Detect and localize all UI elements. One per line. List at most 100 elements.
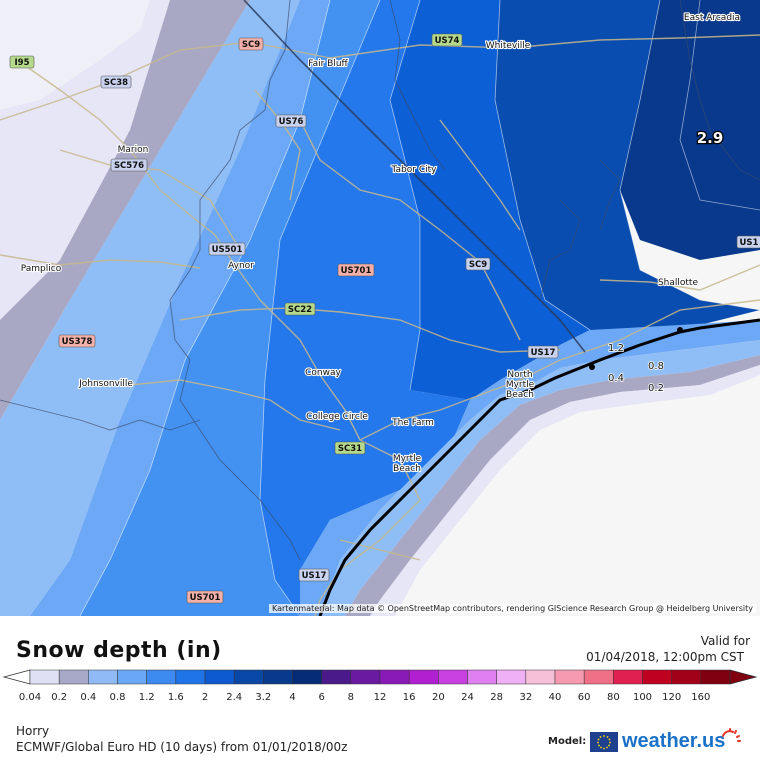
- scale-label: 28: [490, 692, 503, 703]
- place-label: The Farm: [391, 418, 434, 428]
- svg-text:SC22: SC22: [288, 305, 312, 315]
- place-label: Beach: [506, 390, 534, 400]
- scale-swatch: [554, 669, 585, 685]
- road-shield: US378: [58, 334, 96, 348]
- scale-swatch: [58, 669, 89, 685]
- legend-title: Snow depth (in): [16, 638, 222, 663]
- scale-label: 16: [403, 692, 416, 703]
- svg-text:US378: US378: [62, 337, 93, 347]
- weather-us-logo[interactable]: weather.us: [622, 730, 726, 752]
- place-label: North: [507, 370, 532, 380]
- scale-label: 0.04: [19, 692, 41, 703]
- scale-label: 24: [461, 692, 474, 703]
- scale-label: 20: [432, 692, 445, 703]
- scale-label: 1.2: [139, 692, 155, 703]
- svg-text:SC9: SC9: [242, 40, 260, 50]
- road-shield: SC38: [100, 75, 132, 89]
- map-attribution: Kartenmaterial: Map data © OpenStreetMap…: [268, 604, 756, 613]
- scale-label: 40: [549, 692, 562, 703]
- scale-label: 32: [519, 692, 532, 703]
- scale-swatch: [671, 669, 702, 685]
- scale-swatch: [29, 669, 60, 685]
- scale-swatch: [496, 669, 527, 685]
- scale-swatch: [146, 669, 177, 685]
- road-shield: SC9: [238, 37, 264, 51]
- road-shield: SC31: [334, 441, 366, 455]
- valid-label: Valid for: [700, 634, 750, 648]
- road-shield: US701: [186, 590, 224, 604]
- place-label: Beach: [393, 464, 421, 474]
- svg-text:US17: US17: [531, 348, 556, 358]
- scale-label: 3.2: [255, 692, 271, 703]
- color-scale: 0.04 0.2 0.4 0.8 1.2 1.6 2 2.4 3.2 4 6 8 12 16 20 24 28 3…: [2, 669, 758, 703]
- place-label: East Arcadia: [684, 13, 740, 23]
- state-border: [243, 0, 586, 353]
- scale-label: 120: [662, 692, 681, 703]
- model-run-info: ECMWF/Global Euro HD (10 days) from 01/0…: [16, 740, 348, 754]
- contour-value-label: 1.2: [608, 343, 624, 354]
- contour-value-label: 0.4: [608, 373, 624, 384]
- scale-swatch: [467, 669, 497, 685]
- road-shield: US501: [208, 242, 246, 256]
- scale-swatch: [583, 669, 614, 685]
- sun-icon: [722, 728, 741, 742]
- county-boundaries: [0, 0, 760, 561]
- road-shield: SC576: [110, 158, 148, 172]
- road-shield: US74: [431, 33, 463, 47]
- eu-flag-icon: [590, 732, 618, 752]
- model-label: Model:: [548, 736, 587, 747]
- svg-text:SC38: SC38: [104, 78, 128, 88]
- place-label: Marion: [118, 145, 149, 155]
- coast-marker: [589, 364, 595, 370]
- scale-swatch: [350, 669, 381, 685]
- svg-text:US74: US74: [435, 36, 460, 46]
- snow-depth-shading: [0, 0, 760, 616]
- max-value-label: 2.9: [697, 129, 724, 147]
- place-label: Shallotte: [658, 278, 698, 288]
- scale-swatch: [408, 669, 439, 685]
- svg-text:US501: US501: [212, 245, 243, 255]
- road-shield: SC9: [465, 257, 491, 271]
- road-shield: US76: [275, 114, 307, 128]
- scale-label: 8: [348, 692, 354, 703]
- svg-text:US17: US17: [302, 571, 327, 581]
- region-name: Horry: [16, 724, 50, 738]
- place-label: Conway: [305, 368, 341, 378]
- svg-text:SC576: SC576: [114, 161, 144, 171]
- place-label: Pamplico: [21, 264, 62, 274]
- scale-swatch: [88, 669, 118, 685]
- road-shield: I95: [9, 55, 35, 69]
- scale-label: 2.4: [226, 692, 242, 703]
- scale-arrow-low: [2, 669, 31, 685]
- svg-text:US701: US701: [341, 266, 372, 276]
- road-shield: US17: [527, 345, 559, 359]
- svg-text:US701: US701: [190, 593, 221, 603]
- scale-swatch: [379, 669, 410, 685]
- place-label: Myrtle: [506, 380, 535, 390]
- scale-swatch: [613, 669, 643, 685]
- snow-depth-map: East Arcadia Whiteville Fair Bluff Marion Ta…: [0, 0, 760, 616]
- scale-swatch: [642, 669, 672, 685]
- scale-swatch: [700, 669, 731, 685]
- place-label: Aynor: [228, 261, 254, 271]
- place-label: College Circle: [306, 412, 368, 422]
- scale-label: 4: [289, 692, 295, 703]
- valid-date: 01/04/2018, 12:00pm CST: [586, 650, 744, 664]
- road-shield: US17: [298, 568, 330, 582]
- scale-label: 0.4: [80, 692, 96, 703]
- scale-swatch: [117, 669, 147, 685]
- road-shield: US701: [337, 263, 375, 277]
- svg-text:SC9: SC9: [469, 260, 487, 270]
- scale-swatch: [204, 669, 235, 685]
- svg-text:US1: US1: [740, 238, 759, 248]
- place-label: Tabor City: [391, 165, 438, 175]
- scale-label: 6: [318, 692, 324, 703]
- svg-text:US76: US76: [279, 117, 304, 127]
- scale-label: 2: [202, 692, 208, 703]
- scale-swatch: [175, 669, 206, 685]
- scale-swatch: [233, 669, 264, 685]
- scale-label: 100: [633, 692, 652, 703]
- road-shield: US1: [736, 235, 760, 249]
- scale-label: 0.8: [110, 692, 126, 703]
- scale-label: 12: [374, 692, 387, 703]
